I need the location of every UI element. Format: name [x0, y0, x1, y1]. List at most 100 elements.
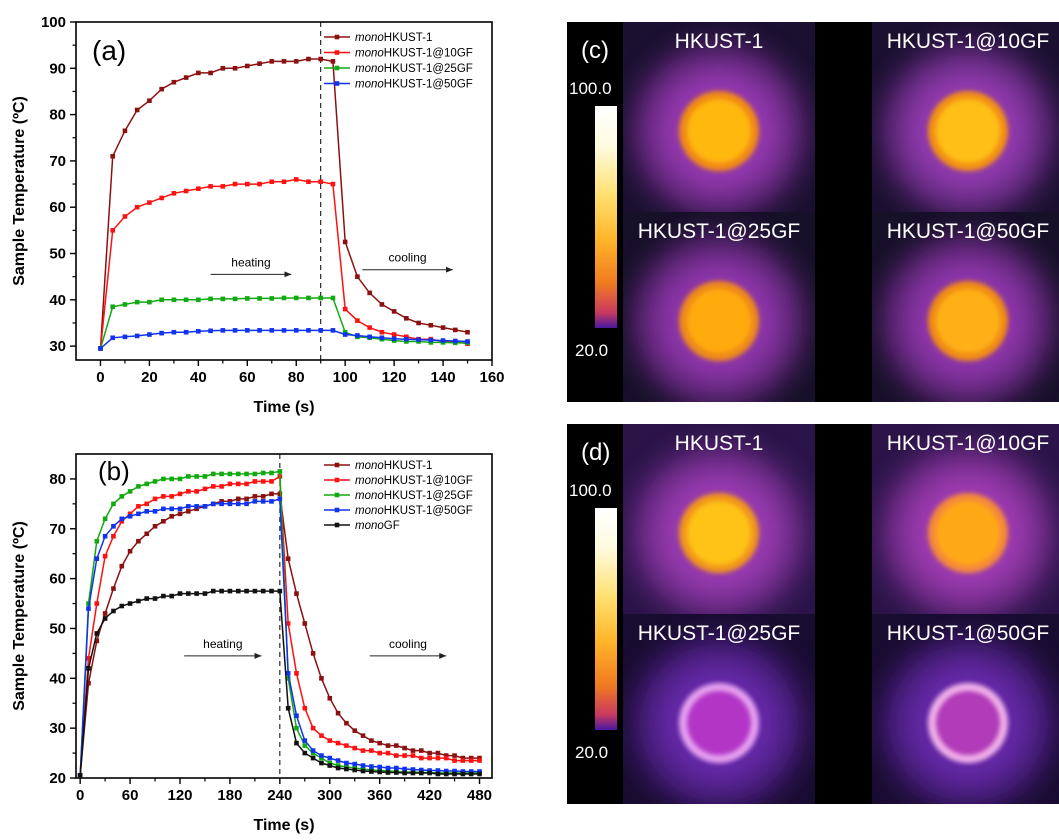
- legend-label: monoHKUST-1: [355, 460, 432, 472]
- data-point: [394, 753, 399, 758]
- x-tick-label: 100: [333, 369, 358, 386]
- data-point: [119, 518, 125, 524]
- legend-label-rest: HKUST-1@25GF: [384, 63, 473, 75]
- data-point: [244, 328, 250, 333]
- x-tick-label: 180: [217, 787, 242, 804]
- data-point: [281, 59, 287, 64]
- x-tick-label: 360: [367, 787, 392, 804]
- thermal-tile-label: HKUST-1@25GF: [638, 220, 801, 243]
- legend-swatch-marker: [334, 477, 340, 483]
- data-point: [220, 296, 226, 302]
- data-point: [127, 514, 133, 519]
- data-point: [144, 531, 150, 537]
- data-point: [379, 329, 385, 335]
- data-point: [410, 767, 416, 772]
- legend-label: monoHKUST-1: [355, 32, 432, 44]
- data-point: [183, 297, 189, 303]
- data-point: [127, 489, 133, 494]
- data-point: [460, 769, 466, 774]
- data-point: [186, 489, 191, 494]
- x-tick-label: 420: [417, 787, 442, 804]
- data-point: [306, 56, 311, 62]
- data-point: [220, 328, 226, 333]
- data-point: [235, 481, 241, 487]
- thermal-sample-core: [936, 501, 1000, 565]
- data-point: [202, 486, 208, 492]
- data-point: [244, 588, 249, 594]
- data-point: [435, 750, 441, 756]
- data-point: [94, 638, 100, 644]
- data-point: [355, 274, 360, 279]
- data-point: [208, 296, 213, 302]
- data-point: [452, 771, 457, 777]
- x-tick-label: 140: [431, 369, 456, 386]
- data-point: [202, 474, 208, 479]
- data-point: [452, 768, 457, 774]
- data-point: [302, 743, 308, 748]
- data-point: [86, 666, 91, 671]
- data-point: [416, 320, 421, 326]
- y-tick-label: 30: [49, 720, 66, 737]
- data-point: [281, 328, 287, 333]
- data-point: [310, 755, 316, 761]
- thermal-sample-core: [936, 691, 1000, 755]
- y-tick-label: 40: [49, 292, 66, 309]
- thermal-panel-d: HKUST-1 HKUST-1@10GF HKUST-1@25GF HKUST-1@5…: [567, 424, 1059, 804]
- thermal-sample-core: [936, 289, 1000, 353]
- data-point: [360, 763, 366, 768]
- data-point: [318, 56, 324, 62]
- data-point: [122, 334, 128, 340]
- data-point: [440, 325, 446, 330]
- thermal-panel-c: HKUST-1 HKUST-1@10GF HKUST-1@25GF HKUST-1@5…: [567, 22, 1059, 402]
- data-point: [232, 66, 238, 71]
- data-point: [110, 228, 116, 233]
- data-point: [171, 79, 177, 85]
- legend-label-italic: mono: [355, 48, 384, 60]
- data-point: [269, 479, 274, 484]
- data-point: [377, 764, 382, 770]
- legend-swatch-marker: [334, 492, 340, 498]
- thermal-tile: HKUST-1: [623, 424, 815, 614]
- data-point: [344, 760, 349, 766]
- annotation-text: heating: [231, 255, 270, 269]
- x-tick-label: 40: [190, 369, 207, 386]
- data-point: [269, 296, 275, 301]
- data-point: [122, 302, 128, 307]
- data-point: [394, 770, 399, 775]
- data-point: [281, 179, 287, 185]
- data-point: [277, 496, 283, 502]
- data-point: [147, 200, 152, 205]
- data-point: [391, 336, 397, 342]
- legend-swatch-marker: [334, 81, 340, 86]
- data-point: [235, 588, 241, 594]
- data-point: [410, 748, 416, 753]
- data-point: [443, 768, 449, 774]
- data-point: [159, 297, 164, 303]
- legend-entry: monoGF: [324, 520, 400, 532]
- data-point: [360, 768, 366, 774]
- data-point: [452, 758, 457, 763]
- x-tick-label: 0: [76, 787, 84, 804]
- data-point: [342, 306, 348, 312]
- data-point: [294, 713, 299, 718]
- data-point: [235, 501, 241, 507]
- data-point: [244, 501, 249, 507]
- data-point: [402, 766, 407, 772]
- data-point: [161, 518, 166, 524]
- legend-entry: monoHKUST-1@25GF: [324, 490, 473, 502]
- data-point: [94, 538, 100, 544]
- data-point: [252, 471, 258, 477]
- data-point: [161, 494, 166, 499]
- data-point: [210, 588, 216, 594]
- data-point: [452, 753, 457, 758]
- legend-label-italic: mono: [355, 505, 384, 517]
- data-point: [477, 758, 482, 763]
- data-point: [111, 586, 116, 591]
- plot-frame: [75, 453, 493, 779]
- data-point: [194, 591, 199, 596]
- y-axis-title: Sample Temperature (ºC): [11, 521, 28, 711]
- data-point: [171, 297, 177, 303]
- data-point: [220, 184, 226, 189]
- series-monoHKUST-1@50GF: [77, 496, 482, 778]
- legend-label: monoHKUST-1@10GF: [355, 475, 473, 487]
